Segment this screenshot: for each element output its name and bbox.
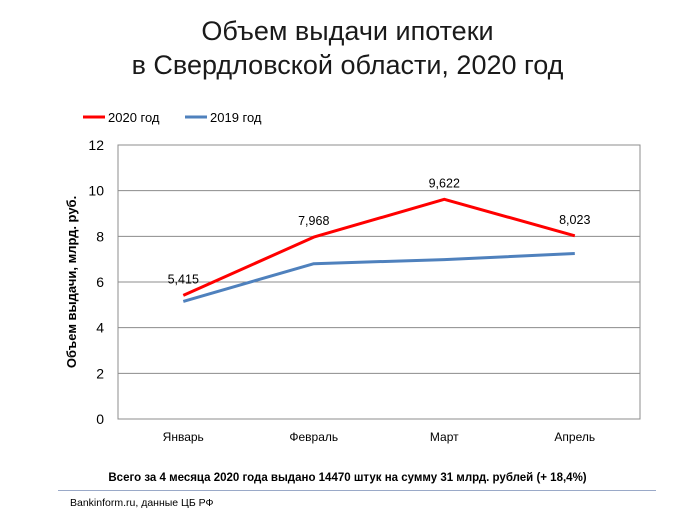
y-tick-label: 2 (96, 365, 104, 381)
y-tick-label: 8 (96, 228, 104, 244)
plot-area-border (117, 144, 641, 420)
data-label: 9,622 (429, 176, 460, 190)
x-axis-ticks: Январь Февраль Март Апрель (163, 430, 595, 444)
data-label: 7,968 (298, 214, 329, 228)
summary-note: Всего за 4 месяца 2020 года выдано 14470… (108, 472, 587, 484)
y-tick-label: 0 (96, 411, 104, 427)
chart-title: Объем выдачи ипотеки в Свердловской обла… (0, 14, 695, 82)
y-tick-label: 10 (88, 183, 104, 199)
x-tick-label: Февраль (289, 430, 338, 444)
source-note: Bankinform.ru, данные ЦБ РФ (70, 497, 214, 509)
line-chart: 0 2 4 6 8 10 12 Январь Февраль Март Апрель 5,415 7… (64, 110, 641, 444)
chart-title-line-2: в Свердловской области, 2020 год (131, 50, 564, 80)
data-labels: 5,415 7,968 9,622 8,023 (168, 176, 591, 286)
chart-title-line-1: Объем выдачи ипотеки (201, 16, 494, 46)
data-label: 5,415 (168, 272, 199, 286)
divider (58, 490, 656, 491)
legend-label: 2020 год (108, 110, 160, 125)
chart-legend: 2020 год 2019 год (83, 110, 262, 125)
x-tick-label: Март (430, 430, 459, 444)
y-tick-label: 6 (96, 274, 104, 290)
series-line-0 (182, 197, 576, 297)
y-axis-label: Объем выдачи, млрд. руб. (64, 196, 79, 368)
data-label: 8,023 (559, 213, 590, 227)
y-tick-label: 12 (88, 137, 104, 153)
chart-grid (117, 144, 641, 420)
chart-series (182, 197, 576, 303)
legend-label: 2019 год (210, 110, 262, 125)
series-line-1 (182, 252, 575, 303)
x-tick-label: Январь (163, 430, 204, 444)
y-axis-ticks: 0 2 4 6 8 10 12 (88, 137, 104, 427)
y-tick-label: 4 (96, 320, 104, 336)
x-tick-label: Апрель (554, 430, 595, 444)
